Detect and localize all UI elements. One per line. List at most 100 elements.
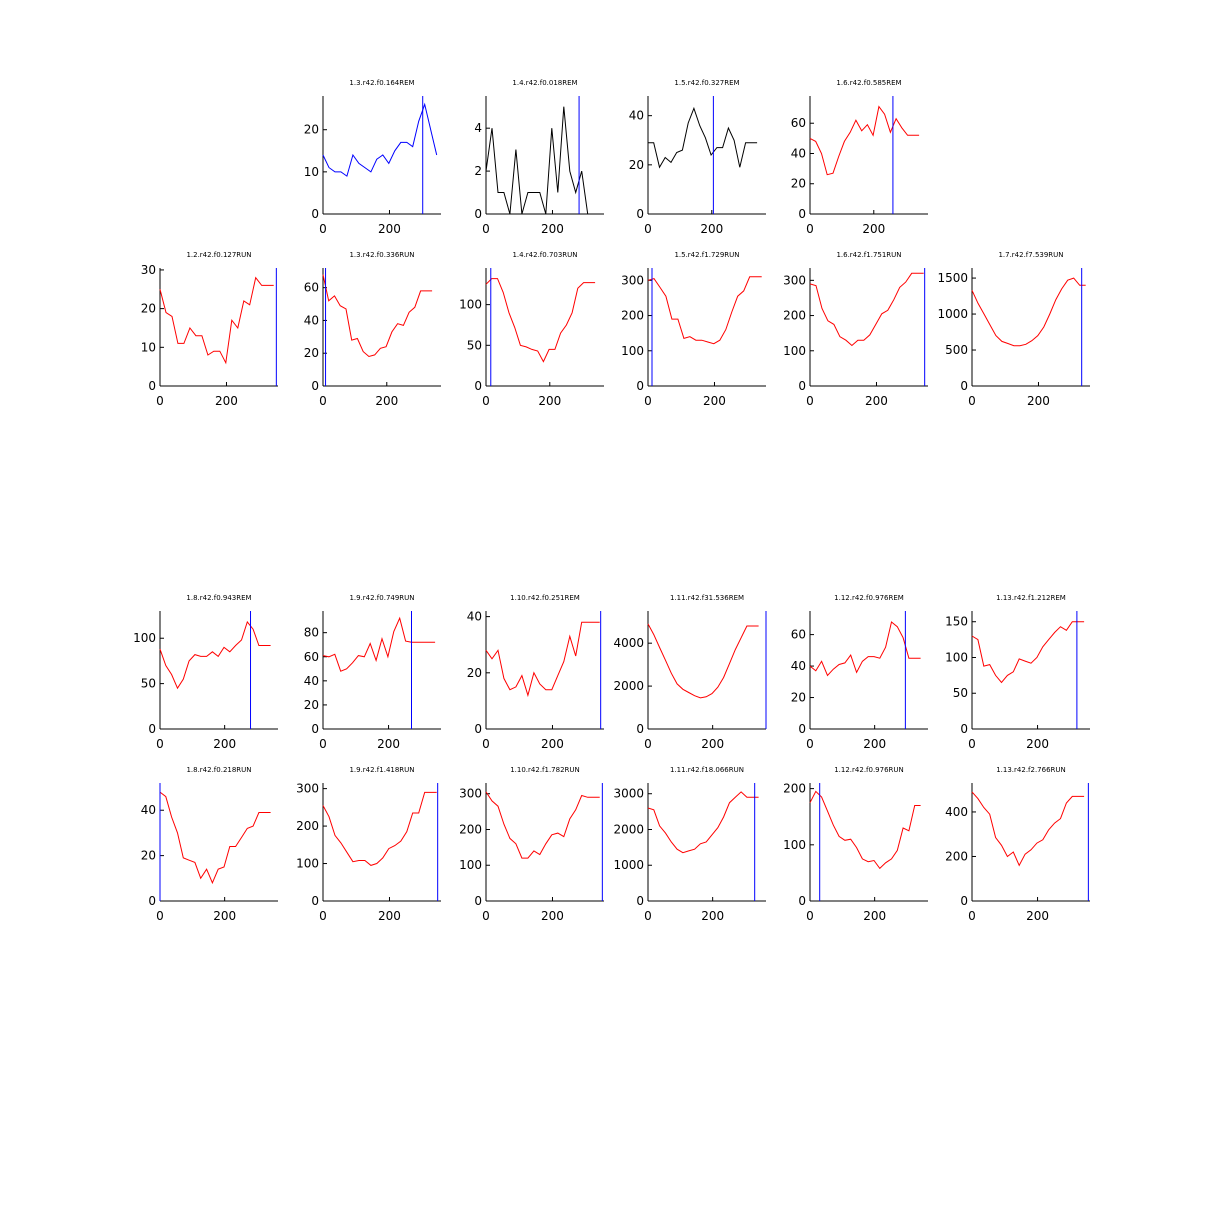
chart-title: 1.12.r42.f0.976RUN	[834, 766, 904, 774]
series-line	[809, 790, 921, 870]
x-tick-label: 200	[541, 737, 564, 751]
chart-panel: 1.8.r42.f0.943REM 0 50 100 0 200	[133, 594, 278, 751]
y-tick-label: 100	[296, 857, 319, 871]
y-tick-label: 0	[798, 207, 806, 221]
chart-title: 1.9.r42.f1.418RUN	[349, 766, 414, 774]
y-tick-label: 200	[945, 849, 968, 863]
x-tick-label: 200	[862, 222, 885, 236]
chart-title: 1.3.r42.f0.164REM	[349, 79, 414, 87]
x-tick-label: 200	[863, 909, 886, 923]
y-tick-label: 200	[783, 782, 806, 796]
y-tick-label: 1000	[613, 858, 644, 872]
y-tick-label: 0	[311, 207, 319, 221]
y-tick-label: 0	[474, 379, 482, 393]
series-line	[647, 791, 759, 854]
y-tick-label: 30	[141, 263, 156, 277]
y-tick-label: 1000	[937, 307, 968, 321]
series-line	[322, 616, 436, 672]
y-tick-label: 4000	[613, 636, 644, 650]
x-tick-label: 0	[644, 222, 652, 236]
x-tick-label: 0	[968, 737, 976, 751]
chart-title: 1.8.r42.f0.943REM	[186, 594, 251, 602]
y-tick-label: 100	[459, 858, 482, 872]
x-tick-label: 200	[215, 394, 238, 408]
y-tick-label: 2	[474, 164, 482, 178]
series-line	[322, 791, 437, 866]
y-tick-label: 40	[304, 313, 319, 327]
chart-panel: 1.10.r42.f1.782RUN 0 100 200 300 0 200	[459, 766, 604, 923]
chart-title: 1.3.r42.f0.336RUN	[349, 251, 414, 259]
y-tick-label: 0	[148, 894, 156, 908]
y-tick-label: 20	[791, 691, 806, 705]
x-tick-label: 200	[1026, 737, 1049, 751]
y-tick-label: 100	[459, 298, 482, 312]
chart-title: 1.7.r42.f7.539RUN	[998, 251, 1063, 259]
x-tick-label: 200	[541, 222, 564, 236]
x-tick-label: 200	[213, 909, 236, 923]
series-line	[809, 105, 920, 176]
chart-panel: 1.6.r42.f0.585REM 0 20 40 60 0 200	[791, 79, 928, 236]
series-line	[809, 272, 924, 347]
y-tick-label: 0	[311, 722, 319, 736]
y-tick-label: 300	[783, 273, 806, 287]
y-tick-label: 300	[296, 782, 319, 796]
y-tick-label: 0	[148, 379, 156, 393]
chart-panel: 1.12.r42.f0.976REM 0 20 40 60 0 200	[791, 594, 928, 751]
chart-panel: 1.5.r42.f1.729RUN 0 100 200 300 0 200	[621, 251, 766, 408]
x-tick-label: 200	[213, 737, 236, 751]
y-tick-label: 0	[636, 894, 644, 908]
x-tick-label: 200	[701, 909, 724, 923]
y-tick-label: 300	[459, 787, 482, 801]
x-tick-label: 0	[644, 394, 652, 408]
chart-title: 1.13.r42.f2.766RUN	[996, 766, 1066, 774]
y-tick-label: 20	[791, 177, 806, 191]
y-tick-label: 60	[304, 281, 319, 295]
y-tick-label: 80	[304, 626, 319, 640]
y-tick-label: 2000	[613, 679, 644, 693]
y-tick-label: 1500	[937, 271, 968, 285]
y-tick-label: 0	[636, 379, 644, 393]
y-tick-label: 20	[629, 158, 644, 172]
series-line	[485, 621, 600, 698]
chart-panel: 1.3.r42.f0.336RUN 0 20 40 60 0 200	[304, 251, 441, 408]
x-tick-label: 200	[865, 394, 888, 408]
x-tick-label: 200	[701, 737, 724, 751]
y-tick-label: 0	[960, 379, 968, 393]
chart-panel: 1.9.r42.f1.418RUN 0 100 200 300 0 200	[296, 766, 441, 923]
y-tick-label: 60	[304, 650, 319, 664]
x-tick-label: 200	[378, 222, 401, 236]
y-tick-label: 40	[791, 146, 806, 160]
y-tick-label: 4	[474, 121, 482, 135]
chart-title: 1.5.r42.f1.729RUN	[674, 251, 739, 259]
y-tick-label: 0	[474, 207, 482, 221]
chart-title: 1.10.r42.f0.251REM	[510, 594, 580, 602]
y-tick-label: 10	[304, 165, 319, 179]
x-tick-label: 200	[1027, 394, 1050, 408]
y-tick-label: 150	[945, 615, 968, 629]
y-tick-label: 200	[621, 309, 644, 323]
x-tick-label: 200	[538, 394, 561, 408]
x-tick-label: 200	[703, 394, 726, 408]
y-tick-label: 2000	[613, 822, 644, 836]
series-line	[159, 620, 271, 690]
x-tick-label: 0	[319, 222, 327, 236]
x-tick-label: 0	[319, 737, 327, 751]
x-tick-label: 0	[482, 737, 490, 751]
x-tick-label: 0	[156, 394, 164, 408]
y-tick-label: 10	[141, 340, 156, 354]
x-tick-label: 0	[482, 909, 490, 923]
chart-panel: 1.11.r42.f31.536REM 0 2000 4000 0 200	[613, 594, 767, 751]
chart-panel: 1.9.r42.f0.749RUN 0 20 40 60 80 0 200	[304, 594, 441, 751]
y-tick-label: 300	[621, 273, 644, 287]
x-tick-label: 0	[806, 909, 814, 923]
chart-title: 1.6.r42.f1.751RUN	[836, 251, 901, 259]
chart-panel: 1.4.r42.f0.703RUN 0 50 100 0 200	[459, 251, 604, 408]
y-tick-label: 20	[467, 666, 482, 680]
chart-panel: 1.8.r42.f0.218RUN 0 20 40 0 200	[141, 766, 278, 923]
y-tick-label: 0	[798, 379, 806, 393]
y-tick-label: 20	[304, 698, 319, 712]
x-tick-label: 0	[319, 394, 327, 408]
series-line	[971, 791, 1085, 867]
